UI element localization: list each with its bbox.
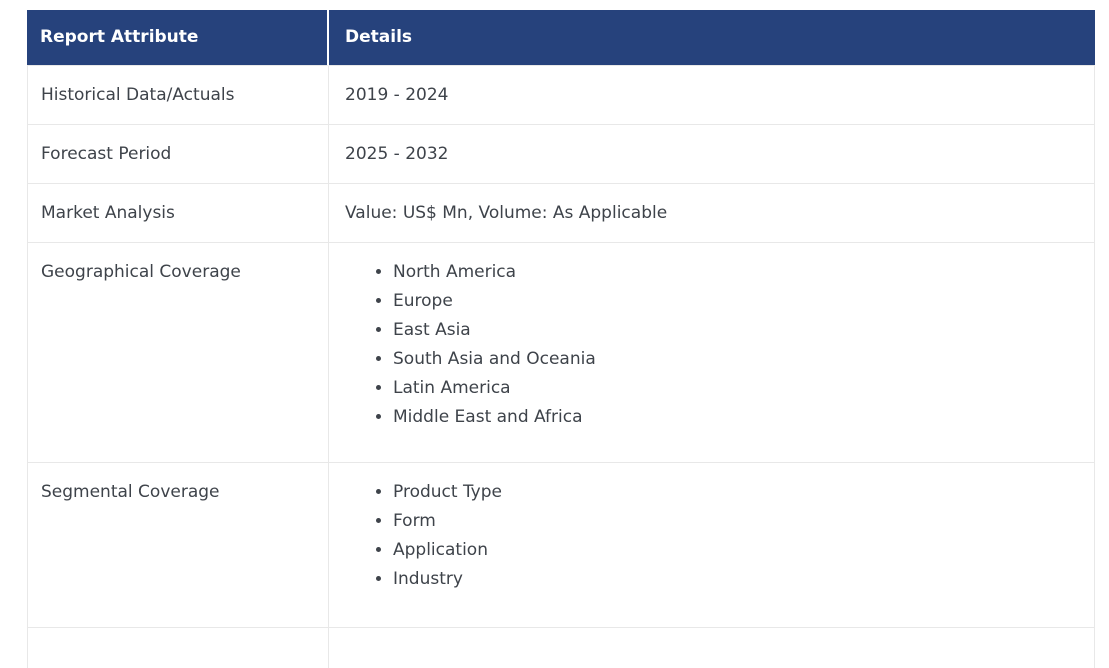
column-header-report-attribute: Report Attribute bbox=[27, 10, 329, 66]
detail-cell: North America Europe East Asia South Asi… bbox=[329, 243, 1095, 463]
detail-cell: Value: US$ Mn, Volume: As Applicable bbox=[329, 184, 1095, 243]
attribute-cell: Historical Data/Actuals bbox=[27, 66, 329, 125]
list-item: Europe bbox=[393, 287, 1084, 316]
list-item: North America bbox=[393, 258, 1084, 287]
table-row-segmental-coverage: Segmental Coverage Product Type Form App… bbox=[27, 463, 1095, 628]
segmental-coverage-list: Product Type Form Application Industry bbox=[345, 478, 1084, 594]
column-header-details: Details bbox=[329, 10, 1095, 66]
attribute-cell: Geographical Coverage bbox=[27, 243, 329, 463]
detail-cell: 2019 - 2024 bbox=[329, 66, 1095, 125]
report-attributes-section: Report Attribute Details Historical Data… bbox=[27, 10, 1095, 668]
detail-cell: 2025 - 2032 bbox=[329, 125, 1095, 184]
list-item: Industry bbox=[393, 565, 1084, 594]
table-header-row: Report Attribute Details bbox=[27, 10, 1095, 66]
list-item: South Asia and Oceania bbox=[393, 345, 1084, 374]
table-row-geographical-coverage: Geographical Coverage North America Euro… bbox=[27, 243, 1095, 463]
attribute-cell bbox=[27, 628, 329, 668]
report-attributes-table: Report Attribute Details Historical Data… bbox=[27, 10, 1095, 668]
list-item: Product Type bbox=[393, 478, 1084, 507]
table-row-historical-data: Historical Data/Actuals 2019 - 2024 bbox=[27, 66, 1095, 125]
table-row-partial bbox=[27, 628, 1095, 668]
list-item: East Asia bbox=[393, 316, 1084, 345]
table-row-forecast-period: Forecast Period 2025 - 2032 bbox=[27, 125, 1095, 184]
table-row-market-analysis: Market Analysis Value: US$ Mn, Volume: A… bbox=[27, 184, 1095, 243]
detail-cell bbox=[329, 628, 1095, 668]
list-item: Application bbox=[393, 536, 1084, 565]
list-item: Latin America bbox=[393, 374, 1084, 403]
list-item: Form bbox=[393, 507, 1084, 536]
attribute-cell: Forecast Period bbox=[27, 125, 329, 184]
list-item: Middle East and Africa bbox=[393, 403, 1084, 432]
geographical-coverage-list: North America Europe East Asia South Asi… bbox=[345, 258, 1084, 432]
attribute-cell: Market Analysis bbox=[27, 184, 329, 243]
attribute-cell: Segmental Coverage bbox=[27, 463, 329, 628]
detail-cell: Product Type Form Application Industry bbox=[329, 463, 1095, 628]
